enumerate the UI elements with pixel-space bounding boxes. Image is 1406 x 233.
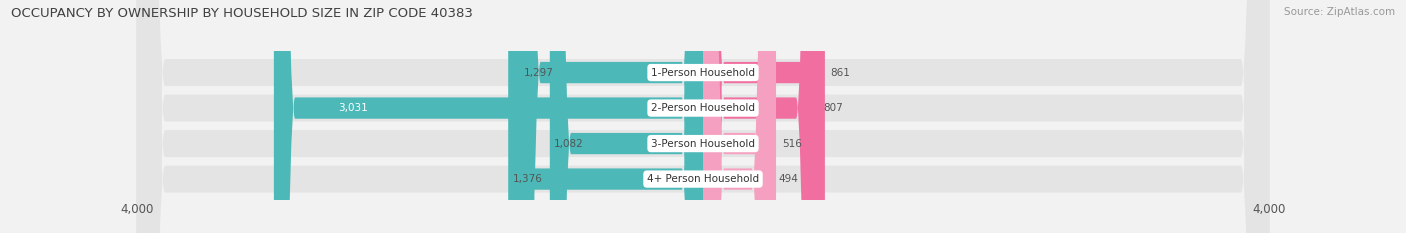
Text: 3-Person Household: 3-Person Household bbox=[651, 139, 755, 149]
Text: 1-Person Household: 1-Person Household bbox=[651, 68, 755, 78]
Text: 4+ Person Household: 4+ Person Household bbox=[647, 174, 759, 184]
FancyBboxPatch shape bbox=[136, 0, 1270, 233]
FancyBboxPatch shape bbox=[136, 0, 1270, 233]
Text: 1,376: 1,376 bbox=[512, 174, 543, 184]
FancyBboxPatch shape bbox=[703, 0, 817, 233]
Text: 2-Person Household: 2-Person Household bbox=[651, 103, 755, 113]
Text: 3,031: 3,031 bbox=[339, 103, 368, 113]
FancyBboxPatch shape bbox=[136, 0, 1270, 233]
Text: 1,082: 1,082 bbox=[554, 139, 583, 149]
FancyBboxPatch shape bbox=[274, 0, 703, 233]
Text: 861: 861 bbox=[831, 68, 851, 78]
FancyBboxPatch shape bbox=[550, 0, 703, 233]
Text: Source: ZipAtlas.com: Source: ZipAtlas.com bbox=[1284, 7, 1395, 17]
FancyBboxPatch shape bbox=[136, 0, 1270, 233]
Text: 516: 516 bbox=[782, 139, 801, 149]
FancyBboxPatch shape bbox=[508, 0, 703, 233]
FancyBboxPatch shape bbox=[519, 0, 703, 233]
Text: OCCUPANCY BY OWNERSHIP BY HOUSEHOLD SIZE IN ZIP CODE 40383: OCCUPANCY BY OWNERSHIP BY HOUSEHOLD SIZE… bbox=[11, 7, 474, 20]
FancyBboxPatch shape bbox=[703, 0, 776, 233]
Text: 807: 807 bbox=[823, 103, 842, 113]
Text: 494: 494 bbox=[779, 174, 799, 184]
FancyBboxPatch shape bbox=[703, 0, 773, 233]
FancyBboxPatch shape bbox=[703, 0, 825, 233]
Text: 1,297: 1,297 bbox=[523, 68, 554, 78]
